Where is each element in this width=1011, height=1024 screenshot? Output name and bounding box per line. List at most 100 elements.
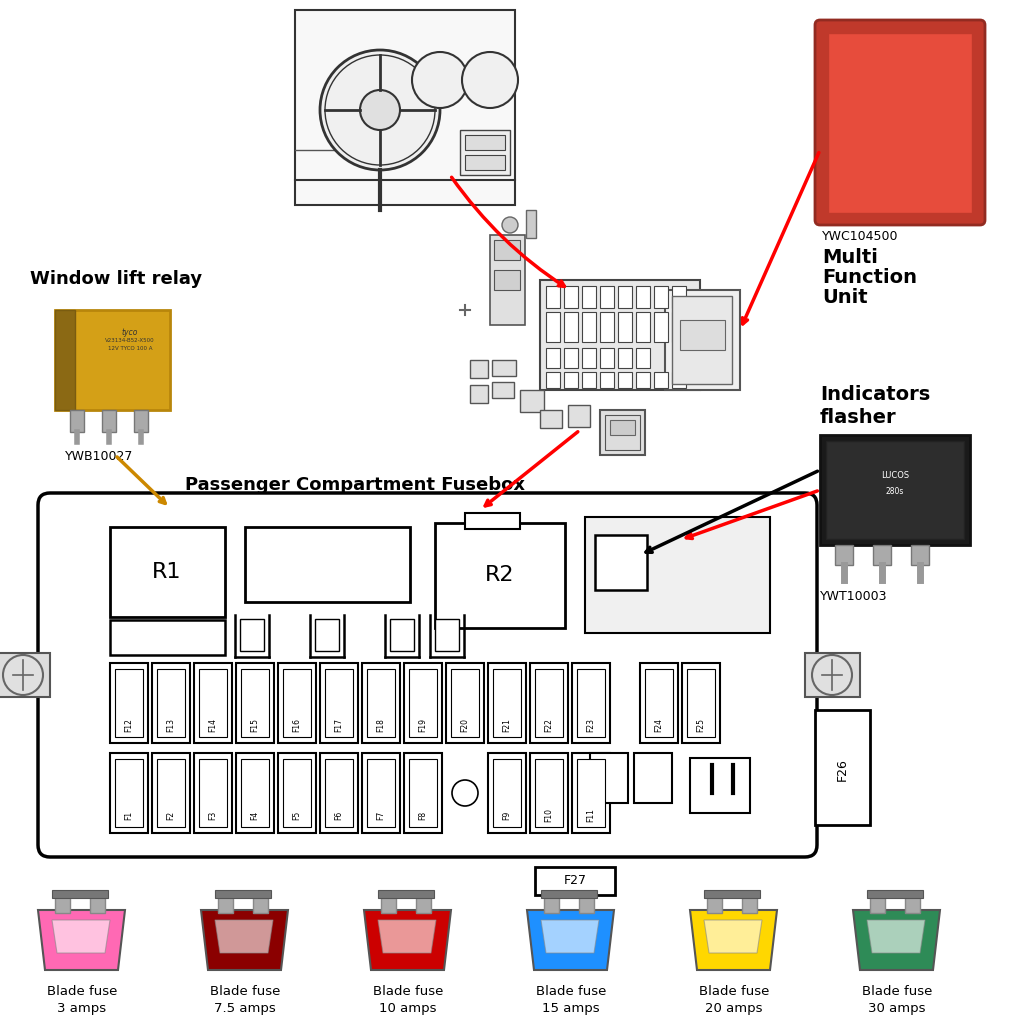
FancyBboxPatch shape [493, 759, 521, 827]
FancyBboxPatch shape [218, 895, 233, 913]
FancyBboxPatch shape [465, 135, 506, 150]
FancyBboxPatch shape [278, 753, 316, 833]
FancyBboxPatch shape [546, 312, 560, 342]
Polygon shape [704, 920, 762, 953]
Polygon shape [364, 910, 451, 970]
FancyBboxPatch shape [546, 372, 560, 388]
FancyBboxPatch shape [55, 895, 70, 913]
FancyBboxPatch shape [672, 296, 732, 384]
FancyBboxPatch shape [577, 669, 605, 737]
FancyBboxPatch shape [488, 753, 526, 833]
FancyBboxPatch shape [815, 710, 870, 825]
Text: F25: F25 [697, 718, 706, 732]
Text: Blade fuse: Blade fuse [536, 985, 607, 998]
Text: F14: F14 [208, 718, 217, 732]
FancyBboxPatch shape [618, 348, 632, 368]
FancyBboxPatch shape [460, 130, 510, 175]
FancyBboxPatch shape [672, 312, 686, 342]
FancyBboxPatch shape [707, 895, 722, 913]
Circle shape [812, 655, 852, 695]
Text: Window lift relay: Window lift relay [30, 270, 202, 288]
FancyBboxPatch shape [636, 286, 650, 308]
Text: F13: F13 [167, 718, 176, 732]
FancyBboxPatch shape [828, 33, 972, 213]
Text: Indicators: Indicators [820, 385, 930, 404]
FancyBboxPatch shape [579, 895, 594, 913]
FancyBboxPatch shape [564, 372, 578, 388]
Text: YWT10003: YWT10003 [820, 590, 888, 603]
FancyBboxPatch shape [320, 663, 358, 743]
FancyBboxPatch shape [367, 669, 395, 737]
FancyBboxPatch shape [152, 663, 190, 743]
Text: 7.5 amps: 7.5 amps [214, 1002, 276, 1015]
FancyBboxPatch shape [530, 753, 568, 833]
FancyBboxPatch shape [672, 286, 686, 308]
FancyBboxPatch shape [618, 286, 632, 308]
FancyBboxPatch shape [820, 435, 970, 545]
Polygon shape [52, 920, 110, 953]
Text: Function: Function [822, 268, 917, 287]
FancyBboxPatch shape [870, 895, 885, 913]
FancyBboxPatch shape [38, 493, 817, 857]
Text: F15: F15 [251, 718, 260, 732]
Text: F19: F19 [419, 718, 428, 732]
Circle shape [320, 50, 440, 170]
Text: F26: F26 [835, 759, 848, 781]
Text: F1: F1 [124, 810, 133, 819]
FancyBboxPatch shape [236, 663, 274, 743]
FancyBboxPatch shape [540, 410, 562, 428]
Circle shape [325, 55, 435, 165]
FancyBboxPatch shape [253, 895, 268, 913]
FancyBboxPatch shape [704, 890, 760, 898]
FancyBboxPatch shape [546, 286, 560, 308]
Text: Blade fuse: Blade fuse [210, 985, 280, 998]
FancyBboxPatch shape [535, 669, 563, 737]
FancyBboxPatch shape [241, 759, 269, 827]
FancyBboxPatch shape [867, 890, 923, 898]
FancyBboxPatch shape [530, 663, 568, 743]
FancyBboxPatch shape [152, 753, 190, 833]
Text: 5055: 5055 [987, 106, 993, 124]
FancyBboxPatch shape [52, 890, 108, 898]
FancyBboxPatch shape [381, 895, 396, 913]
FancyBboxPatch shape [564, 312, 578, 342]
FancyBboxPatch shape [636, 312, 650, 342]
FancyBboxPatch shape [110, 620, 225, 655]
Polygon shape [38, 910, 125, 970]
FancyBboxPatch shape [535, 759, 563, 827]
FancyBboxPatch shape [409, 669, 437, 737]
FancyBboxPatch shape [278, 663, 316, 743]
FancyBboxPatch shape [194, 753, 232, 833]
FancyBboxPatch shape [520, 390, 544, 412]
Polygon shape [541, 920, 599, 953]
Text: Blade fuse: Blade fuse [47, 985, 117, 998]
Circle shape [452, 780, 478, 806]
FancyBboxPatch shape [835, 545, 853, 565]
FancyBboxPatch shape [390, 618, 413, 651]
Text: YWC104500: YWC104500 [822, 230, 899, 243]
FancyBboxPatch shape [0, 653, 50, 697]
FancyBboxPatch shape [492, 382, 514, 398]
FancyBboxPatch shape [157, 759, 185, 827]
FancyBboxPatch shape [564, 286, 578, 308]
FancyBboxPatch shape [492, 360, 516, 376]
FancyBboxPatch shape [409, 759, 437, 827]
FancyBboxPatch shape [546, 348, 560, 368]
FancyBboxPatch shape [540, 280, 700, 390]
FancyBboxPatch shape [654, 372, 668, 388]
FancyBboxPatch shape [600, 286, 614, 308]
FancyBboxPatch shape [241, 669, 269, 737]
FancyBboxPatch shape [295, 10, 515, 205]
FancyBboxPatch shape [826, 441, 964, 539]
FancyBboxPatch shape [194, 663, 232, 743]
Text: F22: F22 [545, 718, 553, 732]
FancyBboxPatch shape [367, 759, 395, 827]
FancyBboxPatch shape [493, 669, 521, 737]
Text: tyco: tyco [121, 328, 139, 337]
FancyBboxPatch shape [595, 535, 647, 590]
FancyBboxPatch shape [636, 348, 650, 368]
FancyBboxPatch shape [115, 759, 143, 827]
FancyBboxPatch shape [157, 669, 185, 737]
FancyBboxPatch shape [325, 669, 353, 737]
FancyBboxPatch shape [690, 758, 750, 813]
